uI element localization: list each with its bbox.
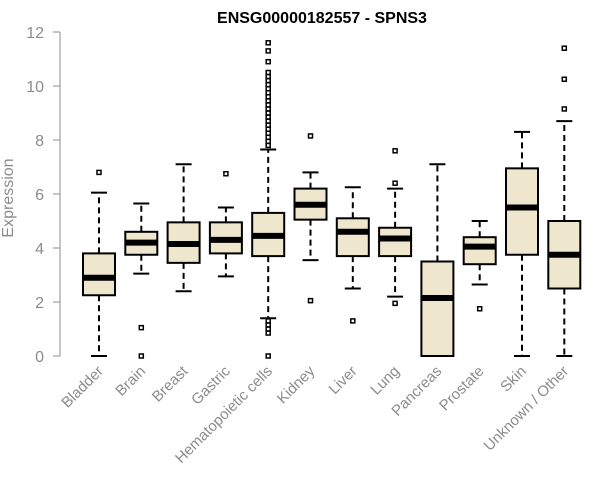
outlier-point xyxy=(392,148,398,154)
x-tick-label: Prostate xyxy=(436,363,488,415)
box-breast xyxy=(166,163,201,293)
outlier-point xyxy=(561,106,568,112)
x-tick-label: Bladder xyxy=(58,363,107,412)
outlier-point xyxy=(307,133,314,139)
y-tick-label: 8 xyxy=(35,133,44,150)
y-tick-label: 10 xyxy=(26,79,44,96)
outlier-point xyxy=(307,297,314,304)
outlier-point xyxy=(265,69,271,76)
x-tick-label: Brain xyxy=(112,363,149,400)
chart-title: ENSG00000182557 - SPNS3 xyxy=(217,10,427,27)
y-tick-label: 4 xyxy=(35,241,44,258)
outlier-point xyxy=(265,318,271,324)
outlier-point xyxy=(265,353,271,359)
outlier-point xyxy=(265,48,271,54)
box-pancreas xyxy=(420,163,455,357)
y-tick-label: 6 xyxy=(35,187,44,204)
x-tick-label: Kidney xyxy=(274,362,319,407)
y-axis-label: Expression xyxy=(0,158,17,237)
y-tick-label: 2 xyxy=(35,295,44,312)
x-tick-label: Skin xyxy=(497,363,530,396)
box-kidney xyxy=(293,133,328,304)
outlier-point xyxy=(138,324,145,331)
outlier-point xyxy=(223,171,229,177)
box-gastric xyxy=(208,171,243,278)
outlier-point xyxy=(476,306,483,312)
box-hematopoietic-cells xyxy=(251,40,286,359)
boxes-group xyxy=(82,40,582,359)
outlier-point xyxy=(561,76,568,82)
outlier-point xyxy=(265,58,271,65)
outlier-point xyxy=(138,353,145,359)
outlier-point xyxy=(392,300,398,307)
outlier-point xyxy=(561,45,568,51)
box-unknown-other xyxy=(547,45,582,357)
y-axis-ticks: 0 2 4 6 8 10 12 xyxy=(26,25,60,366)
x-tick-label: Breast xyxy=(149,362,192,405)
box-lung xyxy=(378,148,413,307)
iqr-box xyxy=(335,217,370,258)
box-brain xyxy=(124,202,159,359)
iqr-box xyxy=(82,252,116,297)
outlier-point xyxy=(96,169,102,176)
iqr-box xyxy=(505,167,539,256)
box-prostate xyxy=(462,220,497,312)
box-bladder xyxy=(82,169,116,357)
y-tick-label: 12 xyxy=(26,25,44,42)
x-tick-label: Lung xyxy=(367,363,403,399)
iqr-box xyxy=(462,236,497,266)
outlier-point xyxy=(350,318,356,324)
y-tick-label: 0 xyxy=(35,349,44,366)
outlier-point xyxy=(265,40,271,46)
x-tick-label: Liver xyxy=(326,363,361,398)
box-skin xyxy=(505,130,539,357)
iqr-box xyxy=(420,260,455,357)
iqr-box xyxy=(378,226,413,258)
outlier-point xyxy=(392,180,398,186)
box-liver xyxy=(335,186,370,324)
